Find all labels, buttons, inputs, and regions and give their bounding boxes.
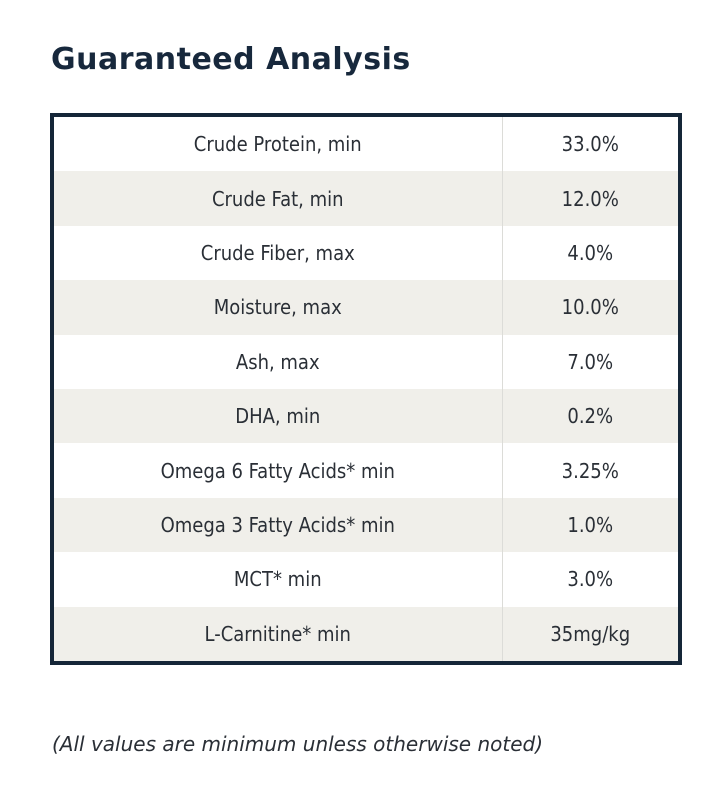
table-row: Omega 3 Fatty Acids* min 1.0%: [54, 497, 678, 553]
nutrient-value: 1.0%: [501, 497, 678, 553]
nutrient-label: MCT* min: [233, 567, 322, 592]
page-title: Guaranteed Analysis: [51, 42, 411, 77]
table-row: Moisture, max 10.0%: [54, 280, 678, 335]
nutrient-value: 7.0%: [501, 334, 678, 389]
nutrient-value: 12.0%: [501, 171, 678, 226]
table-row: DHA, min 0.2%: [54, 388, 678, 444]
nutrient-value: 0.2%: [501, 388, 678, 444]
nutrient-value: 3.0%: [501, 552, 678, 607]
guaranteed-analysis-table: Crude Protein, min 33.0% Crude Fat, min …: [50, 113, 682, 665]
table-row: Ash, max 7.0%: [54, 334, 678, 389]
table-row: Crude Fat, min 12.0%: [54, 171, 678, 226]
nutrient-label: Crude Fat, min: [54, 171, 502, 226]
nutrient-label: Crude Fiber, max: [200, 240, 355, 265]
table-row: Crude Protein, min 33.0%: [54, 117, 678, 172]
nutrient-label: Omega 3 Fatty Acids* min: [54, 497, 502, 553]
table-row: Omega 6 Fatty Acids* min 3.25%: [54, 443, 678, 498]
nutrient-label: Omega 6 Fatty Acids* min: [160, 458, 395, 483]
nutrient-label: Crude Protein, min: [193, 132, 362, 157]
table-row: L-Carnitine* min 35mg/kg: [54, 606, 678, 661]
nutrient-label: Moisture, max: [54, 280, 502, 335]
nutrient-value: 33.0%: [501, 117, 678, 172]
nutrient-value: 35mg/kg: [501, 606, 678, 661]
nutrient-value: 10.0%: [501, 280, 678, 335]
nutrient-label: Ash, max: [235, 349, 320, 374]
analysis-table: Crude Protein, min 33.0% Crude Fat, min …: [54, 117, 678, 661]
table-row: Crude Fiber, max 4.0%: [54, 225, 678, 281]
nutrient-value: 4.0%: [501, 225, 678, 281]
nutrient-label: L-Carnitine* min: [54, 606, 502, 661]
nutrient-value: 3.25%: [501, 443, 678, 498]
nutrient-label: DHA, min: [54, 388, 502, 444]
footnote: (All values are minimum unless otherwise…: [52, 732, 544, 756]
table-row: MCT* min 3.0%: [54, 552, 678, 607]
